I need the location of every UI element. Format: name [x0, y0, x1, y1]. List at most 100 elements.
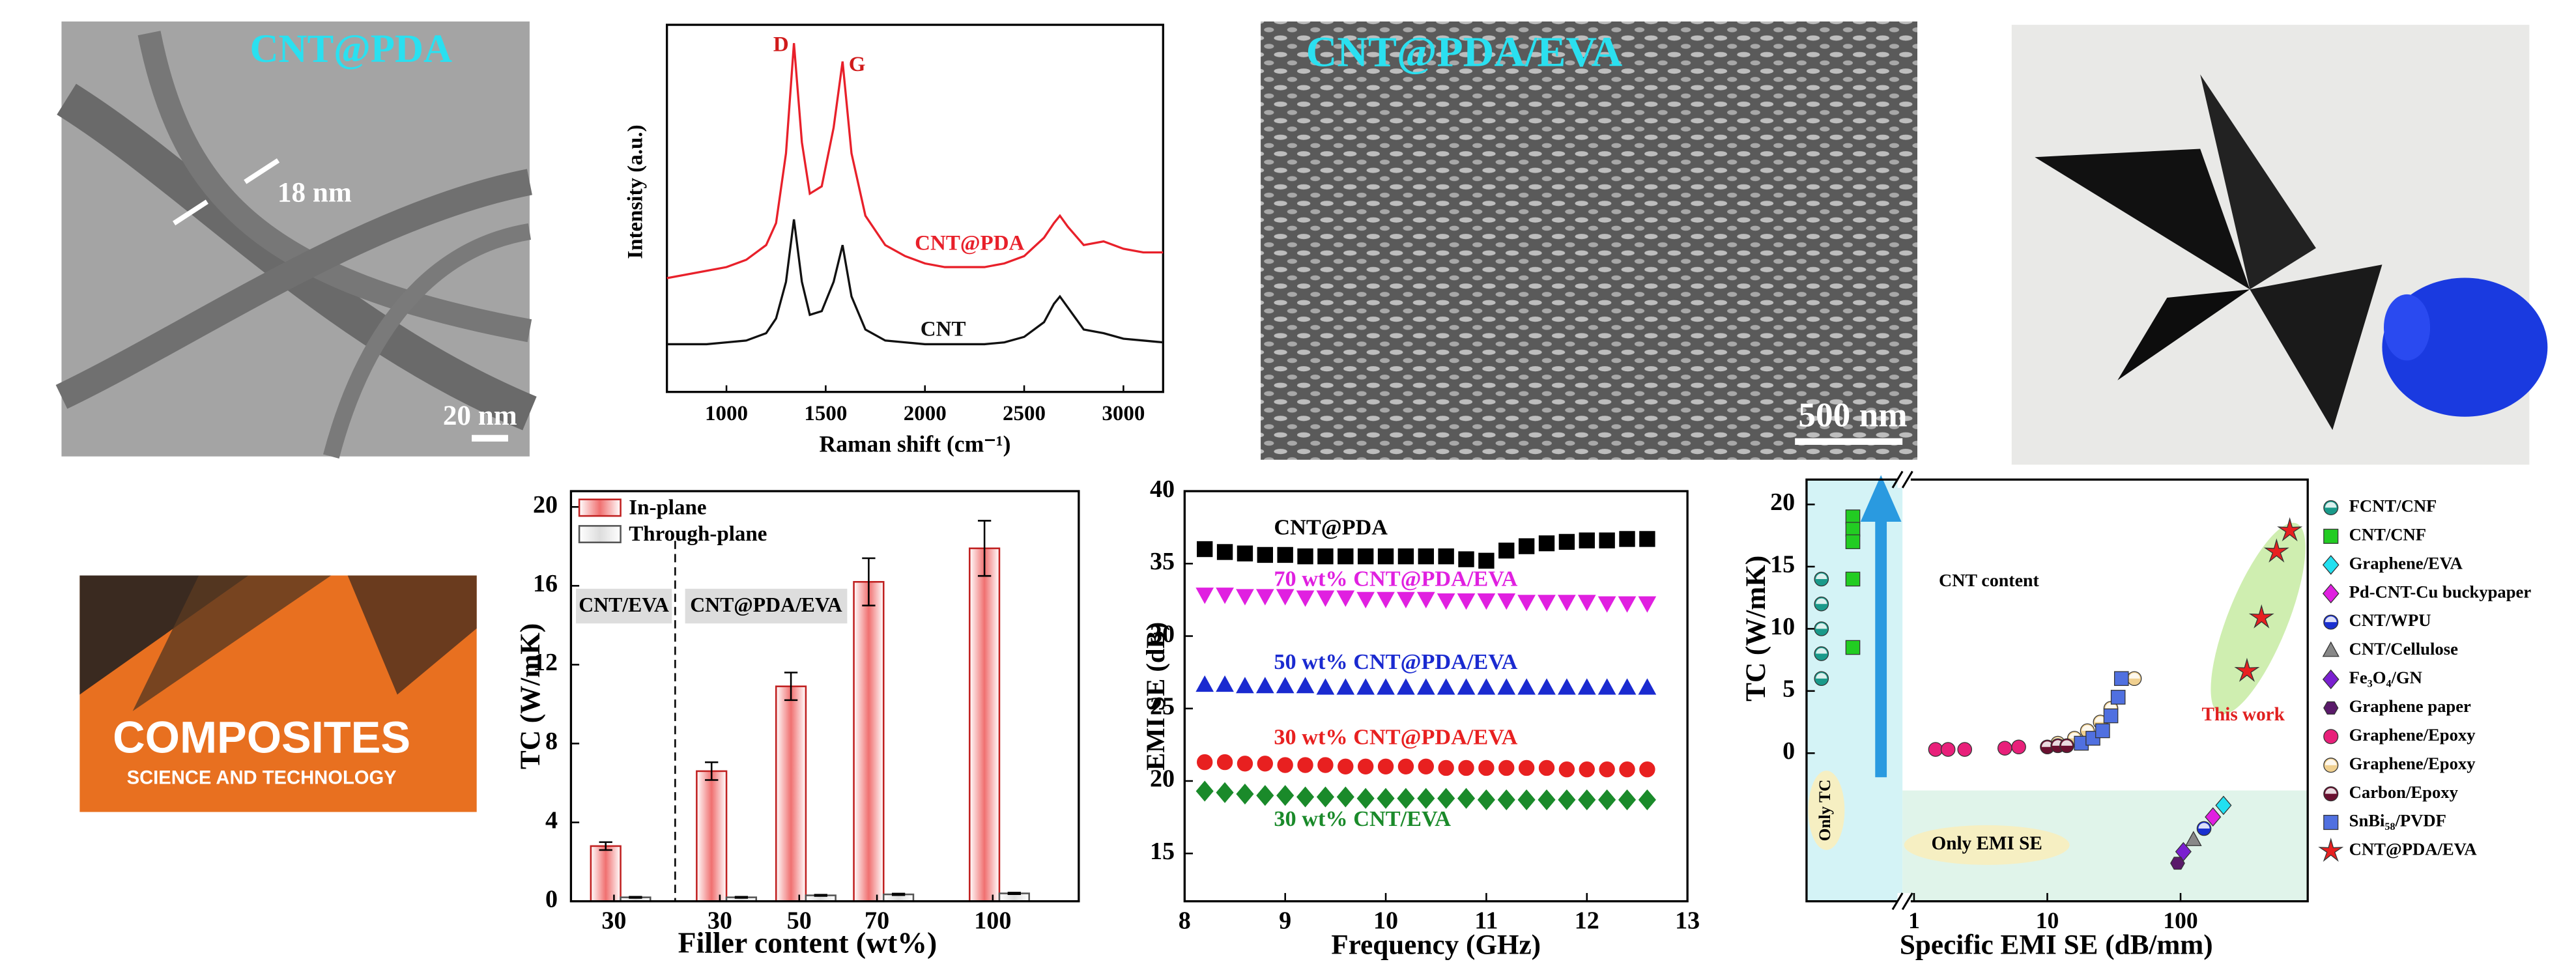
marker — [1928, 742, 1943, 757]
x-tick-label: 9 — [1279, 907, 1291, 934]
x-tick-label: 30 — [708, 907, 732, 934]
marker — [1195, 588, 1214, 604]
marker — [1277, 546, 1293, 563]
x-tick-label: 1000 — [705, 402, 748, 425]
error-bar — [977, 520, 992, 577]
marker-highlight — [1816, 673, 1827, 679]
marker — [1618, 789, 1637, 810]
y-axis-label: Intensity (a.u.) — [624, 124, 648, 259]
marker — [1356, 787, 1375, 809]
marker — [2011, 739, 2026, 755]
marker — [1377, 758, 1394, 774]
x-axis-label: Raman shift (cm⁻¹) — [820, 431, 1011, 457]
marker — [1517, 678, 1536, 695]
marker — [1316, 678, 1335, 695]
x-axis-label: Frequency (GHz) — [1331, 930, 1541, 961]
marker — [1397, 591, 1415, 608]
marker — [2113, 671, 2129, 687]
y-tick-label: 12 — [533, 649, 558, 676]
marker — [1498, 543, 1515, 559]
marker — [1276, 677, 1295, 694]
marker — [1457, 593, 1476, 610]
sem-image: CNT@PDA/EVA 500 nm — [1261, 21, 1918, 460]
series-label: CNT@PDA — [1274, 515, 1388, 539]
marker — [1957, 742, 1973, 757]
legend-label: Graphene paper — [2349, 696, 2471, 716]
marker — [2234, 657, 2260, 682]
marker — [1377, 678, 1395, 695]
marker — [1297, 757, 1313, 773]
marker — [1216, 675, 1234, 692]
marker — [1277, 757, 1293, 773]
marker — [1397, 787, 1415, 809]
bar — [853, 581, 885, 902]
marker — [1478, 552, 1495, 569]
marker — [1237, 545, 1253, 561]
group-box — [576, 588, 672, 624]
y-axis-label: TC (W/mK) — [515, 623, 546, 769]
marker — [2322, 555, 2340, 575]
marker — [1598, 789, 1616, 810]
legend-label: Carbon/Epoxy — [2349, 782, 2459, 802]
legend-label: Through-plane — [629, 522, 767, 546]
marker — [1296, 590, 1315, 607]
y-tick-label: 10 — [1770, 613, 1795, 640]
marker-highlight — [2325, 787, 2337, 794]
marker — [1845, 571, 1861, 587]
marker-highlight — [1816, 598, 1827, 604]
legend-label: CNT/Cellulose — [2349, 639, 2458, 659]
legend-swatch — [578, 498, 622, 517]
marker — [1338, 758, 1354, 774]
marker — [1437, 678, 1455, 695]
marker — [1357, 548, 1374, 565]
legend-label: CNT/WPU — [2349, 610, 2431, 630]
y-tick-label: 8 — [545, 728, 558, 755]
y-tick-label: 30 — [1150, 620, 1175, 647]
marker — [1197, 541, 1213, 558]
marker — [1216, 544, 1233, 560]
marker — [1997, 741, 2012, 756]
bar — [696, 770, 728, 902]
spectrum-line — [666, 219, 1164, 346]
peak-label: G — [849, 53, 866, 76]
x-tick-label: 10 — [1373, 907, 1398, 934]
marker — [2322, 584, 2340, 604]
marker — [1579, 532, 1595, 548]
y-tick-label: 16 — [533, 570, 558, 597]
marker — [1558, 678, 1576, 695]
marker-highlight — [2325, 502, 2337, 508]
marker — [1477, 789, 1495, 810]
annotation: CNT content — [1939, 571, 2039, 591]
marker-highlight — [2095, 717, 2106, 722]
cover-title: COMPOSITES — [113, 713, 410, 763]
marker — [1845, 640, 1861, 655]
group-box — [685, 588, 848, 624]
legend-label: In-plane — [629, 496, 706, 520]
marker — [1336, 786, 1354, 808]
marker — [1316, 786, 1334, 808]
marker — [1538, 535, 1555, 552]
marker-highlight — [2198, 823, 2210, 829]
marker — [1437, 787, 1455, 809]
marker — [2170, 857, 2185, 870]
legend-label: CNT@PDA/EVA — [2349, 840, 2478, 859]
group-label: CNT/EVA — [579, 593, 669, 616]
marker — [1597, 678, 1616, 695]
marker — [1276, 589, 1295, 606]
marker — [1377, 591, 1395, 608]
marker — [1458, 551, 1474, 567]
error-bar — [1007, 892, 1021, 896]
legend-swatch — [578, 525, 622, 544]
scale-bar-label: 500 nm — [1798, 395, 1907, 434]
marker — [1418, 548, 1434, 565]
marker — [1236, 784, 1254, 805]
series-label: CNT — [921, 317, 966, 341]
marker — [1195, 675, 1214, 692]
marker — [2323, 528, 2339, 544]
marker — [1618, 678, 1637, 695]
only-emi-bubble — [1904, 825, 2070, 865]
legend-label: FCNT/CNF — [2349, 496, 2437, 516]
marker — [2318, 838, 2344, 862]
marker — [1438, 548, 1454, 565]
marker — [1336, 590, 1355, 607]
